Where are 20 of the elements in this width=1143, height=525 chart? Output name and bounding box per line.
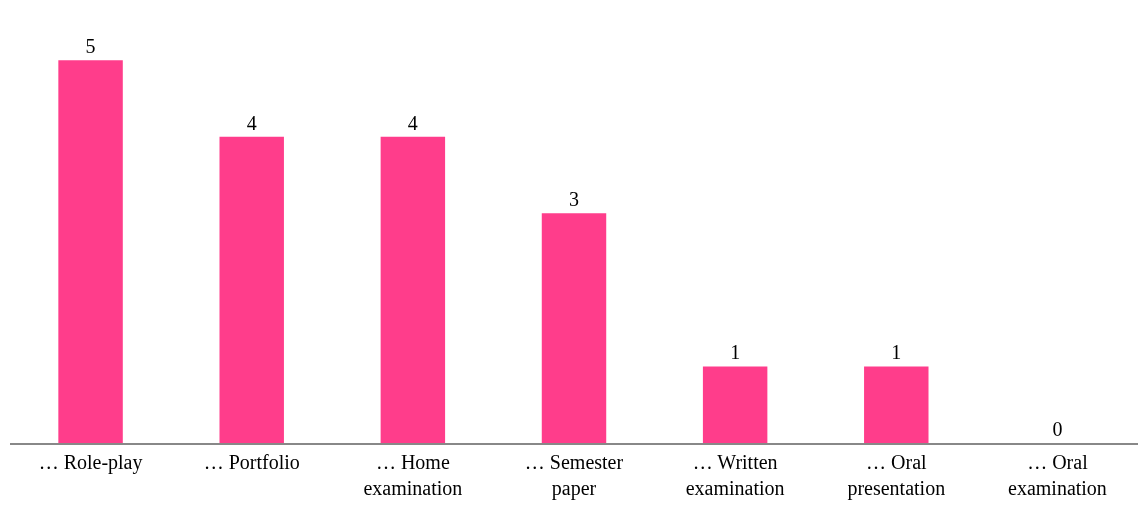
bar	[58, 60, 123, 443]
data-label: 4	[246, 111, 257, 134]
x-tick-label: … Written examination	[685, 451, 785, 499]
x-tick-label: … Home examination	[363, 451, 463, 499]
bar	[864, 366, 929, 443]
bar	[380, 136, 446, 443]
data-label: 1	[730, 341, 741, 364]
bar	[219, 136, 284, 443]
bar	[702, 366, 768, 443]
data-label: 4	[407, 111, 418, 134]
x-tick-label: … Portfolio	[203, 451, 300, 473]
x-tick-label: … Oral presentation	[847, 451, 946, 500]
bar	[541, 213, 607, 443]
data-label: 0	[1052, 418, 1063, 440]
data-label: 3	[569, 188, 579, 211]
x-tick-label: … Role-play	[38, 451, 143, 474]
data-label: 5	[85, 35, 96, 58]
data-label: 1	[891, 341, 902, 364]
x-tick-label: … Semester paper	[524, 451, 624, 500]
x-tick-label: … Oral examination	[1008, 451, 1107, 499]
